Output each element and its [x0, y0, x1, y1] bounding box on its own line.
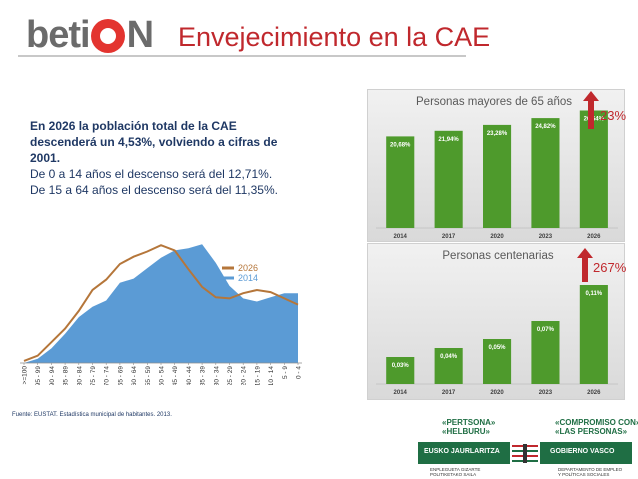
- bar-2014: [386, 136, 415, 228]
- x-tick-label: 10 - 14: [268, 366, 275, 385]
- summary-text: En 2026 la población total de la CAE des…: [30, 118, 330, 198]
- x-tick-label: 5 - 9: [282, 366, 289, 379]
- x-tick-label: 0 - 4: [296, 366, 303, 379]
- data-label: 0,03%: [392, 363, 410, 369]
- betion-logo: beti N: [26, 12, 154, 58]
- data-label: 23,28%: [487, 131, 508, 137]
- x-tick-label: 90 - 94: [49, 366, 56, 385]
- logo-bar-basque-text: EUSKO JAURLARITZA: [424, 448, 500, 455]
- logo-bar-right: [540, 442, 632, 464]
- department-basque: ENPLEGUETA GIZARTE POLITIKETAKO SAILA: [430, 467, 480, 477]
- legend-label-2014: 2014: [238, 273, 258, 283]
- x-tick-label: 2020: [490, 234, 504, 240]
- seniors-bar-chart: Personas mayores de 65 años 20,68% 2014 21,…: [376, 96, 618, 240]
- x-tick-label: 35 - 39: [200, 366, 207, 385]
- x-tick-label: 2020: [490, 390, 504, 396]
- data-label: 0,05%: [488, 345, 506, 351]
- summary-line-3: 2001.: [30, 151, 61, 165]
- bar-2020: [483, 124, 512, 228]
- x-tick-label: 85 - 89: [63, 366, 70, 385]
- x-tick-label: 2026: [587, 390, 601, 396]
- x-tick-label: 80 - 84: [76, 366, 83, 385]
- department-spanish-line-2: Y POLÍTICAS SOCIALES: [558, 472, 610, 477]
- slogan-basque: «PERTSONA» «HELBURU»: [442, 418, 495, 436]
- bar-2023: [531, 118, 560, 228]
- logo-text-left: beti: [26, 14, 91, 56]
- logo-tree-emblem-icon: [510, 442, 540, 464]
- bar-2026: [579, 285, 608, 384]
- bar-2023: [531, 321, 560, 384]
- data-label: 0,11%: [585, 291, 602, 297]
- x-tick-label: 40 - 44: [186, 366, 193, 385]
- bar-2017: [434, 348, 463, 384]
- x-tick-label: 2014: [394, 234, 408, 240]
- series-2026-line: [23, 244, 299, 362]
- summary-line-4: De 0 a 14 años el descenso será del 12,7…: [30, 167, 273, 181]
- title-divider: [18, 55, 466, 57]
- x-tick-label: 50 - 54: [159, 366, 166, 385]
- x-tick-label: 2017: [442, 234, 456, 240]
- summary-line-2: descenderá un 4,53%, volviendo a cifras …: [30, 135, 278, 149]
- series-2014-area: [24, 244, 298, 363]
- data-label: 24,82%: [535, 124, 556, 130]
- x-tick-label: 95 - 99: [35, 366, 42, 385]
- bar-2017: [434, 130, 463, 228]
- x-tick-label: 2023: [539, 234, 553, 240]
- logo-text-right: N: [126, 14, 154, 56]
- population-pyramid-chart: >=100 95 - 99 90 - 94 85 - 89 80 - 84 75 - 79…: [20, 244, 303, 385]
- x-tick-label: 30 - 34: [213, 366, 220, 385]
- centenarians-bar-chart: Personas centenarias 0,03% 2014 0,04% 2017 0,…: [376, 250, 618, 396]
- seniors-growth-label: 23%: [600, 108, 627, 123]
- bar-2026: [579, 110, 608, 228]
- legend-label-2026: 2026: [238, 263, 258, 273]
- department-basque-line-1: ENPLEGUETA GIZARTE: [430, 467, 481, 472]
- x-tick-label: 45 - 49: [172, 366, 179, 385]
- x-tick-label: 20 - 24: [241, 366, 248, 385]
- x-tick-label: 2017: [442, 390, 456, 396]
- x-tick-label: 15 - 19: [254, 366, 261, 385]
- source-note: Fuente: EUSTAT. Estadística municipal de…: [12, 412, 172, 418]
- chart-title: Personas mayores de 65 años: [416, 96, 572, 108]
- summary-line-1: En 2026 la población total de la CAE: [30, 119, 237, 133]
- seniors-growth-arrow-icon: [583, 91, 599, 129]
- slogan-spanish: «COMPROMISO CON» «LAS PERSONAS»: [555, 418, 638, 436]
- data-label: 20,68%: [390, 142, 411, 148]
- x-tick-label: 2026: [587, 234, 601, 240]
- x-tick-label: >=100: [22, 366, 29, 385]
- chart-title: Personas centenarias: [442, 250, 553, 262]
- bar-2020: [483, 339, 512, 384]
- centenarians-growth-label: 267%: [593, 260, 627, 275]
- department-spanish: DEPARTAMENTO DE EMPLEO Y POLÍTICAS SOCIA…: [558, 467, 622, 477]
- slogan-basque-line-2: «HELBURU»: [442, 427, 491, 436]
- x-tick-label: 2014: [394, 390, 408, 396]
- x-tick-label: 2023: [539, 390, 553, 396]
- data-label: 21,94%: [438, 137, 459, 143]
- slogan-spanish-line-2: «LAS PERSONAS»: [555, 427, 628, 436]
- x-tick-label: 70 - 74: [104, 366, 111, 385]
- x-tick-label: 60 - 64: [131, 366, 138, 385]
- x-tick-label: 65 - 69: [117, 366, 124, 385]
- seniors-chart-panel: Personas mayores de 65 años 20,68% 2014 21,…: [367, 89, 625, 242]
- basque-government-logo: EUSKO JAURLARITZA GOBIERNO VASCO: [418, 442, 632, 464]
- logo-bar-left: [418, 442, 510, 464]
- department-basque-line-2: POLITIKETAKO SAILA: [430, 472, 477, 477]
- logo-ring-icon: [90, 19, 125, 53]
- logo-bar-spanish-text: GOBIERNO VASCO: [550, 448, 615, 455]
- slogan-spanish-line-1: «COMPROMISO CON»: [555, 418, 638, 427]
- data-label: 0,07%: [537, 327, 555, 333]
- bar-2014: [386, 357, 415, 384]
- data-label: 0,04%: [440, 354, 458, 360]
- x-tick-label: 25 - 29: [227, 366, 234, 385]
- page-title: Envejecimiento en la CAE: [178, 22, 491, 52]
- data-label: 26,54%: [584, 117, 605, 123]
- slogan-basque-line-1: «PERTSONA»: [442, 418, 496, 427]
- department-spanish-line-1: DEPARTAMENTO DE EMPLEO: [558, 467, 623, 472]
- x-tick-label: 55 - 59: [145, 366, 152, 385]
- summary-line-5: De 15 a 64 años el descenso será del 11,…: [30, 183, 278, 197]
- centenarians-growth-arrow-icon: [577, 248, 593, 282]
- x-tick-label: 75 - 79: [90, 366, 97, 385]
